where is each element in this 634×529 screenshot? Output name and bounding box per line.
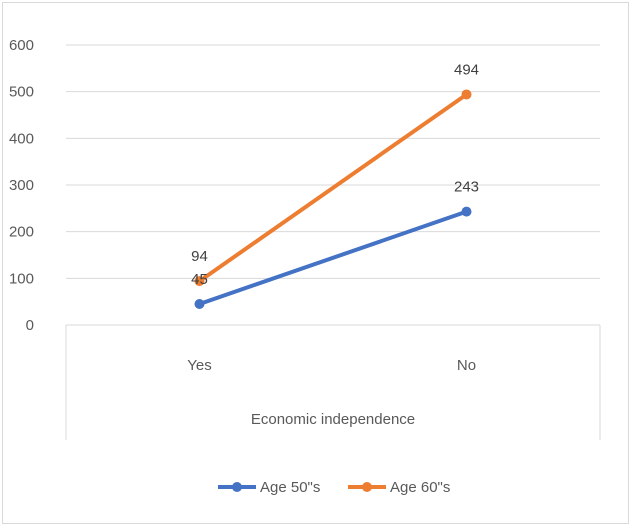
data-label: 494 xyxy=(454,61,479,78)
data-point xyxy=(461,89,472,100)
y-tick-label: 400 xyxy=(9,130,34,147)
legend-swatch-marker xyxy=(362,482,372,492)
legend-label: Age 60"s xyxy=(390,479,450,496)
y-tick-label: 500 xyxy=(9,84,34,101)
legend: Age 50"s Age 60"s xyxy=(218,479,450,496)
data-point xyxy=(461,206,472,217)
series-layer xyxy=(194,89,472,309)
legend-swatch-marker xyxy=(232,482,242,492)
x-axis-title: Economic independence xyxy=(251,411,415,428)
y-tick-label: 0 xyxy=(26,317,34,334)
data-label: 243 xyxy=(454,179,479,196)
series-line-0 xyxy=(198,209,468,306)
y-tick-label: 200 xyxy=(9,224,34,241)
x-tick-label: Yes xyxy=(187,357,211,374)
x-axis-ticks: Yes No xyxy=(187,357,476,374)
gridlines xyxy=(65,44,601,440)
data-point xyxy=(194,299,205,309)
x-tick-label: No xyxy=(457,357,476,374)
data-point xyxy=(194,276,205,287)
legend-label: Age 50"s xyxy=(260,479,320,496)
y-tick-label: 100 xyxy=(9,270,34,287)
y-tick-label: 300 xyxy=(9,177,34,194)
y-axis-ticks: 0 100 200 300 400 500 600 xyxy=(9,37,34,334)
y-tick-label: 600 xyxy=(9,37,34,54)
data-label: 45 xyxy=(191,271,208,288)
data-labels: 45 243 94 494 xyxy=(191,61,479,288)
series-line-1 xyxy=(198,92,468,283)
data-label: 94 xyxy=(191,248,208,265)
